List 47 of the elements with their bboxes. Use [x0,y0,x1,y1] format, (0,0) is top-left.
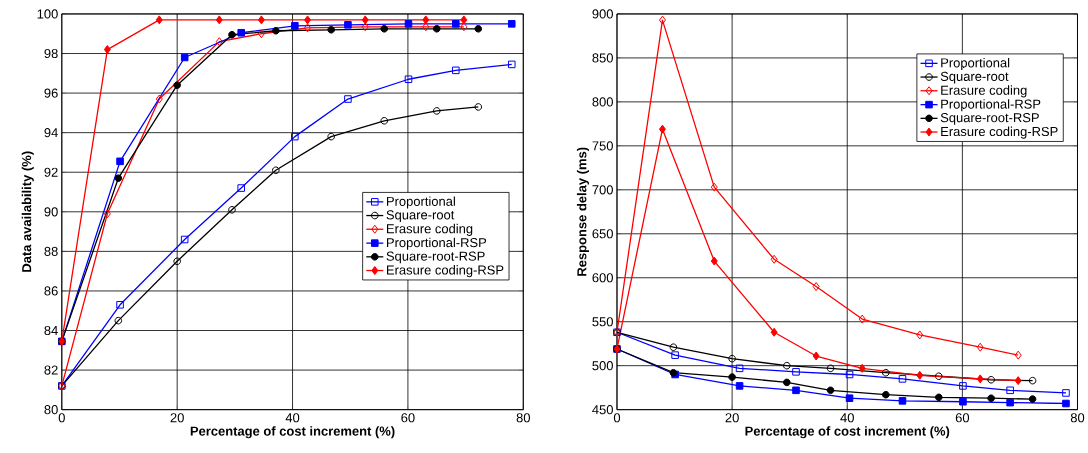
x-tick-label: 0 [58,413,65,423]
y-tick-label: 80 [44,405,58,415]
y-tick-label: 600 [592,273,613,283]
x-axis-title: Percentage of cost increment (%) [190,426,395,439]
legend-label: Proportional-RSP [387,237,487,250]
y-tick-label: 100 [37,9,58,19]
y-tick-label: 450 [592,405,613,415]
y-tick-label: 650 [592,229,613,239]
y-tick-label: 86 [44,286,58,296]
y-tick-label: 800 [592,97,613,107]
legend-label: Proportional-RSP [941,99,1041,112]
y-axis-title: Response delay (ms) [576,147,589,276]
x-tick-label: 20 [725,413,739,423]
y-tick-label: 82 [44,365,58,375]
x-tick-label: 40 [840,413,854,423]
legend-label: Proportional [941,58,1010,71]
y-tick-label: 850 [592,53,613,63]
x-tick-label: 80 [1070,413,1085,423]
x-tick-label: 80 [516,413,530,423]
legend-label: Square-root [940,72,1009,84]
legend-label: Erasure coding-RSP [941,126,1058,139]
legend-label: Erasure coding [387,224,473,237]
y-tick-label: 92 [44,167,58,178]
y-tick-label: 84 [44,326,58,336]
legend-label: Square-root [386,210,455,223]
y-axis-title: Data availability (%) [21,151,34,273]
x-tick-label: 60 [401,413,415,423]
y-tick-label: 98 [44,49,58,59]
y-tick-label: 94 [44,128,58,138]
legend-label: Square-root-RSP [386,251,485,264]
x-tick-label: 0 [613,413,621,423]
legend-label: Erasure coding [941,85,1027,98]
y-tick-label: 90 [44,207,58,217]
x-axis-title: Percentage of cost increment (%) [745,426,950,439]
legend-label: Erasure coding-RSP [387,265,504,278]
y-tick-label: 900 [592,9,613,19]
y-tick-label: 550 [592,317,613,327]
x-tick-label: 40 [285,413,300,423]
x-tick-label: 20 [170,413,184,423]
y-tick-label: 700 [592,185,613,195]
y-tick-label: 500 [592,361,613,371]
legend-label: Proportional [387,196,455,209]
y-tick-label: 88 [44,247,58,257]
y-tick-label: 96 [44,88,58,98]
legend-label: Square-root-RSP [940,113,1039,126]
y-tick-label: 750 [592,141,613,151]
x-tick-label: 60 [955,413,970,423]
